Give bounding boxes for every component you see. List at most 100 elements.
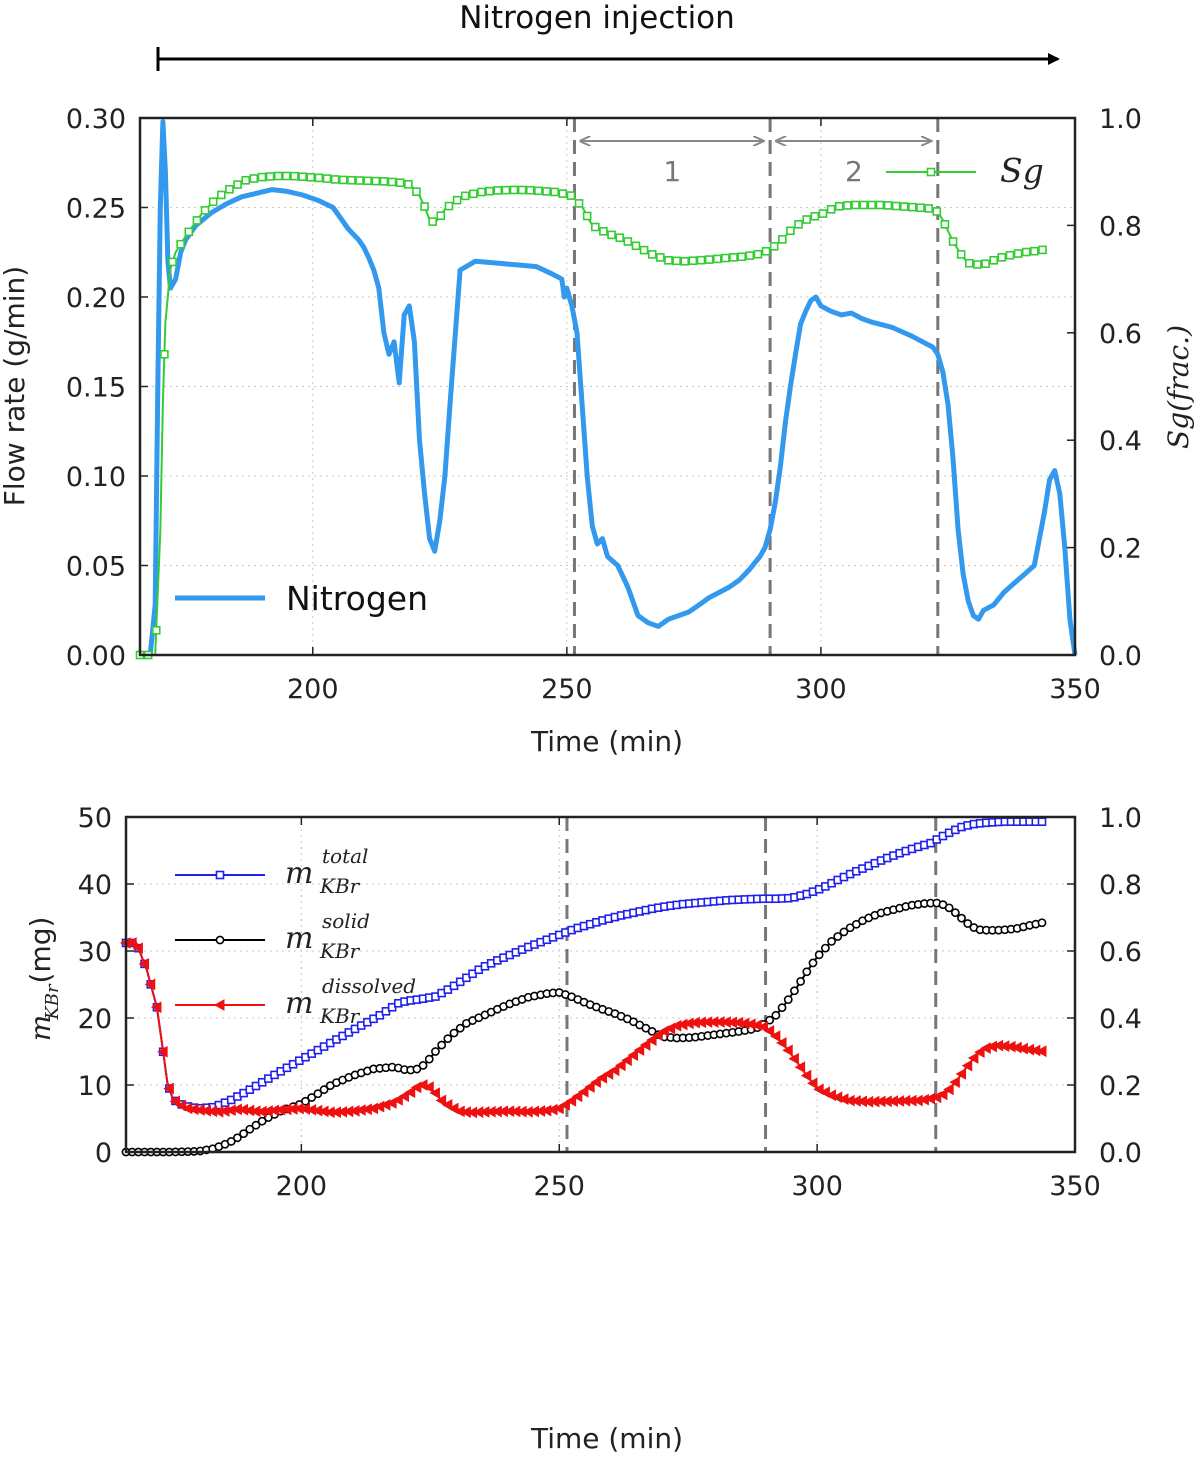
data-point — [208, 197, 218, 207]
data-point — [398, 1090, 410, 1103]
series-layer — [119, 817, 1047, 1157]
data-point — [306, 172, 316, 182]
data-point — [151, 625, 161, 635]
data-point — [810, 211, 820, 221]
x-tick-label: 300 — [791, 1171, 843, 1202]
data-point — [802, 215, 811, 224]
data-point — [282, 171, 291, 181]
legend-symbol: m — [285, 921, 313, 956]
legend-label-solid: solid — [322, 909, 370, 933]
data-point — [955, 1068, 967, 1080]
data-point — [646, 1034, 657, 1046]
data-point — [940, 220, 950, 229]
data-point — [412, 187, 421, 196]
data-point — [534, 186, 543, 196]
data-point — [763, 1025, 775, 1037]
data-point — [574, 199, 584, 208]
data-point — [404, 180, 413, 189]
data-point — [875, 200, 885, 210]
series-markers-dissolved — [119, 937, 1047, 1119]
y2-tick-label: 0.6 — [1099, 937, 1142, 968]
x-tick-label: 300 — [795, 674, 847, 705]
data-point — [631, 241, 641, 251]
data-point — [449, 1028, 459, 1038]
period-label: 2 — [845, 155, 863, 188]
data-point — [150, 1001, 162, 1014]
data-point — [820, 943, 830, 953]
data-point — [839, 927, 849, 937]
data-point — [1037, 918, 1047, 928]
data-point — [729, 253, 738, 262]
legend-subscript: KBr — [319, 874, 361, 898]
data-point — [621, 1054, 632, 1067]
data-point — [745, 251, 755, 260]
data-point — [790, 986, 799, 996]
period-lines — [565, 817, 938, 1152]
data-point — [924, 204, 933, 213]
data-point — [769, 1030, 781, 1042]
data-point — [322, 174, 332, 183]
data-point — [265, 172, 275, 181]
data-point — [596, 1071, 608, 1084]
y-tick-label: 0.05 — [66, 552, 126, 583]
data-point — [418, 1061, 428, 1070]
data-point — [290, 171, 299, 181]
y-tick-label: 20 — [78, 1004, 112, 1035]
data-point — [633, 1044, 645, 1056]
y2-tick-label: 0.2 — [1099, 1071, 1142, 1102]
data-point — [950, 908, 960, 918]
plot-area — [140, 118, 1075, 655]
data-point — [192, 216, 202, 225]
y2-tick-label: 0.4 — [1099, 426, 1142, 457]
data-point — [392, 1094, 403, 1106]
x-tick-label: 250 — [533, 1171, 585, 1202]
data-point — [957, 913, 966, 923]
data-point — [615, 1059, 626, 1072]
y-tick-label: 0.15 — [66, 373, 126, 404]
data-point — [477, 187, 486, 197]
legend-label-dissolved: dissolved — [322, 974, 416, 998]
data-point — [786, 226, 795, 236]
data-point — [163, 1082, 174, 1095]
y2-tick-label: 0.0 — [1099, 641, 1142, 672]
data-point — [431, 1047, 440, 1056]
data-point — [688, 256, 698, 266]
data-point — [132, 942, 143, 955]
data-point — [558, 189, 568, 198]
data-point — [974, 1046, 985, 1059]
data-point — [615, 233, 624, 243]
y-tick-label: 10 — [78, 1071, 112, 1102]
data-point — [144, 978, 156, 991]
data-point — [771, 1010, 781, 1020]
data-point — [525, 185, 535, 195]
data-point — [948, 237, 958, 246]
data-point — [157, 1045, 168, 1058]
y-tick-label: 30 — [78, 937, 112, 968]
data-point — [501, 185, 511, 195]
data-point — [225, 184, 234, 194]
ticks: 200 250 300 350 0.00 0.05 0.10 0.15 0.20 0.25 0.30… — [66, 104, 1142, 705]
legend-marker-dissolved — [213, 999, 225, 1011]
data-point — [412, 1064, 422, 1074]
data-point — [485, 186, 494, 196]
data-point — [423, 1081, 434, 1093]
data-point — [168, 257, 177, 267]
data-point — [371, 176, 381, 186]
data-point — [565, 1095, 577, 1107]
data-point — [859, 200, 868, 210]
x-axis-title: Time (min) — [530, 1422, 683, 1455]
data-point — [783, 995, 793, 1005]
y2-tick-label: 0.0 — [1099, 1138, 1142, 1169]
data-point — [138, 958, 150, 970]
data-point — [1013, 249, 1023, 258]
x-tick-label: 200 — [276, 1171, 328, 1202]
y-tick-label: 0.25 — [66, 194, 126, 225]
data-point — [814, 950, 824, 960]
y-tick-label: 0.30 — [66, 104, 126, 135]
data-point — [623, 237, 633, 246]
x-tick-label: 350 — [1049, 1171, 1101, 1202]
y2-tick-label: 0.8 — [1099, 211, 1142, 242]
data-point — [1005, 250, 1015, 260]
data-point — [239, 1129, 248, 1139]
